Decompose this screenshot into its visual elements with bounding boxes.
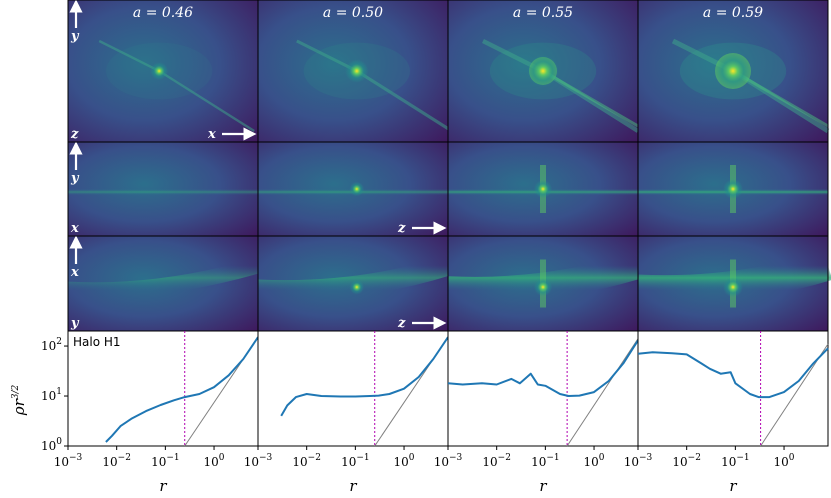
halo-label: Halo H1 (73, 335, 121, 349)
x-tick-label: 10−2 (672, 453, 701, 469)
density-profile-line (105, 336, 259, 443)
projection-panel: a = 0.50 (257, 0, 453, 143)
projection-panel: y z x a = 0.46 (67, 0, 259, 143)
projection-panel: yx (67, 141, 259, 237)
x-tick-label: 10−3 (54, 453, 83, 469)
x-tick-label: 10−1 (721, 453, 750, 469)
x-tick-label: 10−3 (434, 453, 463, 469)
snapshot-title: a = 0.46 (133, 5, 193, 21)
projection-right-axis-label: z (397, 316, 406, 331)
x-axis-label: r (729, 477, 737, 495)
projection-corner-axis-label: y (70, 316, 80, 331)
x-axis-label: r (539, 477, 547, 495)
profile-panel: 10−3 10−2 10−1 100 r (434, 330, 639, 495)
projection-up-axis-label: y (70, 29, 80, 44)
projection-up-axis-label: y (70, 171, 80, 186)
density-profile-panels: 10−3 10−2 10−1 100 r 100 101 102 Halo H1 10−3 10−2… (41, 330, 829, 495)
profile-ylabel: ρr3/2 (10, 384, 28, 416)
projection-corner-axis-label: x (70, 221, 79, 236)
projection-panel: xy (67, 235, 261, 332)
projection-panel (637, 141, 829, 237)
x-axis-label: r (349, 477, 357, 495)
snapshot-title: a = 0.55 (513, 5, 573, 21)
projection-up-axis-label: x (70, 265, 79, 280)
projection-panel: a = 0.59 (637, 0, 830, 143)
x-tick-label: 10−3 (624, 453, 653, 469)
x-tick-label: 10−2 (102, 453, 131, 469)
x-tick-label: 100 (774, 453, 795, 469)
x-tick-label: 10−1 (531, 453, 560, 469)
x-tick-label: 100 (204, 453, 225, 469)
snapshot-title: a = 0.50 (323, 5, 383, 21)
profile-panel: 10−3 10−2 10−1 100 r 100 101 102 Halo H1 (41, 330, 259, 495)
snapshot-title: a = 0.59 (703, 5, 763, 21)
x-tick-label: 10−2 (292, 453, 321, 469)
projection-panel: z (257, 235, 452, 332)
profile-panel: 10−3 10−2 10−1 100 r (244, 330, 449, 495)
density-profile-line (280, 336, 449, 417)
profile-panel: 10−3 10−2 10−1 100 r (624, 330, 829, 495)
y-tick-label: 102 (41, 337, 62, 353)
density-profile-line (637, 347, 829, 399)
x-tick-label: 100 (394, 453, 415, 469)
projection-corner-axis-label: z (70, 127, 79, 142)
density-profile-line (447, 339, 639, 397)
projection-panel (447, 235, 642, 332)
projection-right-axis-label: x (207, 127, 216, 142)
x-tick-label: 100 (584, 453, 605, 469)
x-tick-label: 10−1 (341, 453, 370, 469)
x-axis-label: r (159, 477, 167, 495)
projection-panel: z (257, 141, 449, 237)
projection-panel (447, 141, 639, 237)
x-tick-label: 10−3 (244, 453, 273, 469)
reference-slope-line (566, 338, 639, 447)
projection-panel: a = 0.55 (447, 0, 640, 143)
x-tick-label: 10−2 (482, 453, 511, 469)
x-tick-label: 10−1 (151, 453, 180, 469)
projection-panel (637, 235, 831, 332)
y-tick-label: 100 (41, 437, 62, 453)
y-tick-label: 101 (41, 387, 62, 403)
projection-right-axis-label: z (397, 221, 406, 236)
